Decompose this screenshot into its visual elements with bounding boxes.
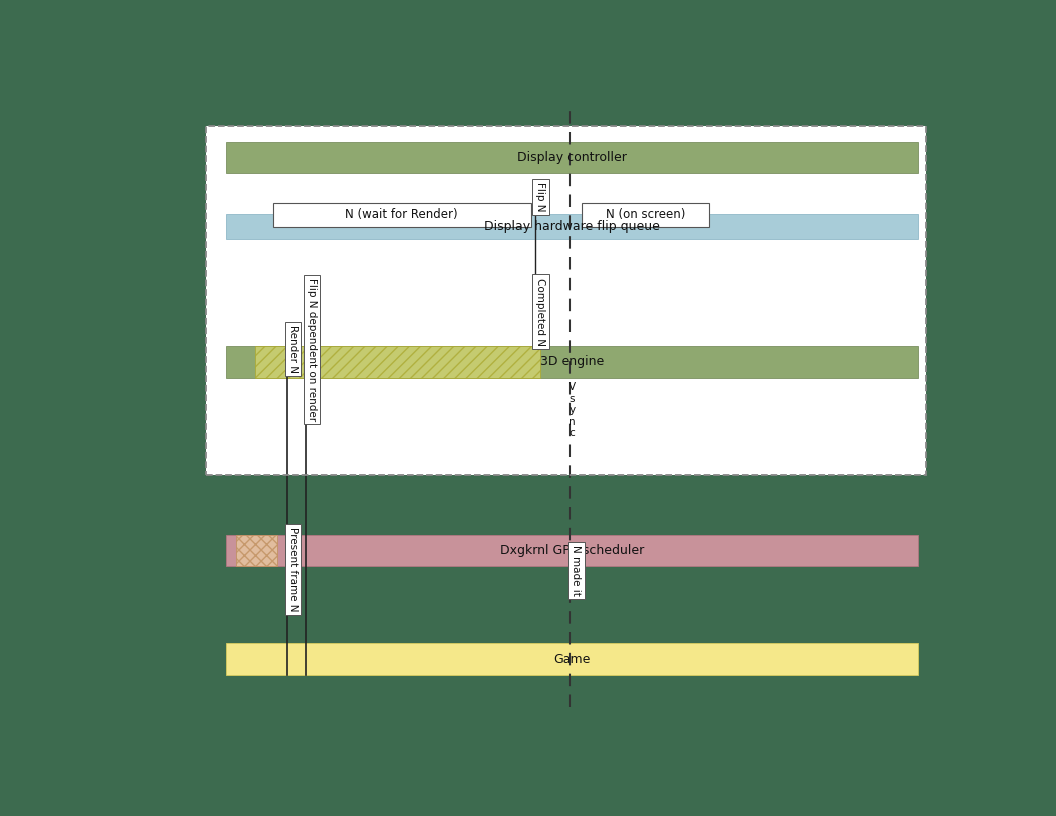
Bar (235, 534, 277, 566)
Text: N (wait for Render): N (wait for Render) (345, 208, 458, 221)
Bar (226, 534, 918, 566)
Bar (254, 346, 540, 378)
Text: N (on screen): N (on screen) (606, 208, 685, 221)
Text: 3D engine: 3D engine (540, 355, 604, 368)
Text: Dxgkrnl GPU scheduler: Dxgkrnl GPU scheduler (499, 543, 644, 557)
Bar (582, 203, 709, 227)
Text: Completed N: Completed N (535, 277, 546, 345)
Text: Flip N: Flip N (535, 183, 546, 212)
Bar (206, 126, 926, 475)
Text: Present frame N: Present frame N (288, 527, 298, 611)
Text: Display hardware flip queue: Display hardware flip queue (484, 220, 660, 233)
Text: Flip N dependent on render: Flip N dependent on render (307, 277, 317, 421)
Text: N made it: N made it (571, 545, 582, 596)
Bar (226, 643, 918, 675)
Bar (226, 142, 918, 173)
Bar (226, 214, 918, 239)
Text: V
s
y
n
c: V s y n c (569, 382, 576, 438)
Bar (226, 346, 918, 378)
Bar (206, 126, 926, 475)
Text: Game: Game (553, 653, 590, 666)
Bar (272, 203, 530, 227)
Text: Display controller: Display controller (517, 151, 627, 164)
Text: Render N: Render N (288, 326, 298, 373)
